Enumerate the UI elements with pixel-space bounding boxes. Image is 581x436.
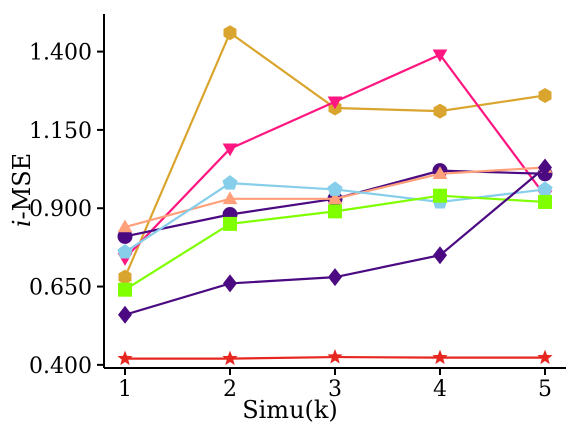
x-tick-label: 2: [223, 377, 237, 402]
diamond-marker: [433, 246, 447, 265]
pentagon-marker: [222, 175, 238, 190]
star-marker: [537, 349, 553, 365]
star-marker: [327, 349, 343, 364]
square-marker: [118, 282, 132, 297]
series-1: [118, 25, 552, 285]
y-axis-label-italic: i: [8, 219, 36, 227]
hexagon-marker: [223, 25, 237, 41]
x-axis-label: Simu(k): [242, 396, 338, 424]
y-tick-label: 1.400: [29, 41, 92, 66]
hexagon-marker: [433, 103, 447, 119]
square-marker: [223, 216, 237, 231]
square-marker: [538, 194, 552, 209]
circle-marker: [117, 228, 133, 244]
y-tick-label: 0.400: [29, 354, 92, 379]
star-marker: [222, 350, 238, 366]
x-tick-label: 3: [328, 377, 342, 402]
star-marker: [432, 349, 448, 365]
x-tick-label: 5: [538, 377, 552, 402]
x-ticks: 1 2 3 4 5: [118, 368, 552, 402]
series-2: [117, 49, 553, 266]
series-line: [124, 53, 546, 260]
series-layer: [117, 25, 553, 366]
triangle-up-marker: [117, 219, 133, 233]
square-marker: [433, 188, 447, 203]
y-axis-label: i-MSE: [8, 153, 36, 227]
series-8: [117, 349, 553, 366]
diamond-marker: [223, 274, 237, 293]
series-line: [123, 31, 546, 278]
diamond-marker: [118, 305, 132, 324]
hexagon-marker: [538, 87, 552, 103]
diamond-marker: [328, 268, 342, 287]
triangle-down-marker: [222, 143, 238, 157]
y-tick-label: 0.900: [29, 197, 92, 222]
triangle-down-marker: [432, 49, 448, 63]
y-ticks: 0.400 0.650 0.900 1.150 1.400: [29, 41, 104, 379]
x-tick-label: 4: [433, 377, 447, 402]
pentagon-marker: [327, 181, 343, 196]
triangle-up-marker: [432, 166, 448, 180]
y-tick-label: 0.650: [29, 276, 92, 301]
star-marker: [117, 350, 133, 366]
y-tick-label: 1.150: [29, 119, 92, 144]
series-7: [118, 158, 552, 324]
pentagon-marker: [537, 181, 553, 196]
x-tick-label: 1: [118, 377, 132, 402]
pentagon-marker: [117, 244, 133, 259]
triangle-up-marker: [222, 191, 238, 205]
diamond-marker: [538, 158, 552, 177]
triangle-down-marker: [327, 96, 343, 110]
square-marker: [328, 204, 342, 219]
series-6: [118, 188, 552, 297]
y-axis-label-rest: -MSE: [8, 153, 36, 220]
triangle-up-marker: [327, 191, 343, 205]
hexagon-marker: [118, 269, 132, 285]
